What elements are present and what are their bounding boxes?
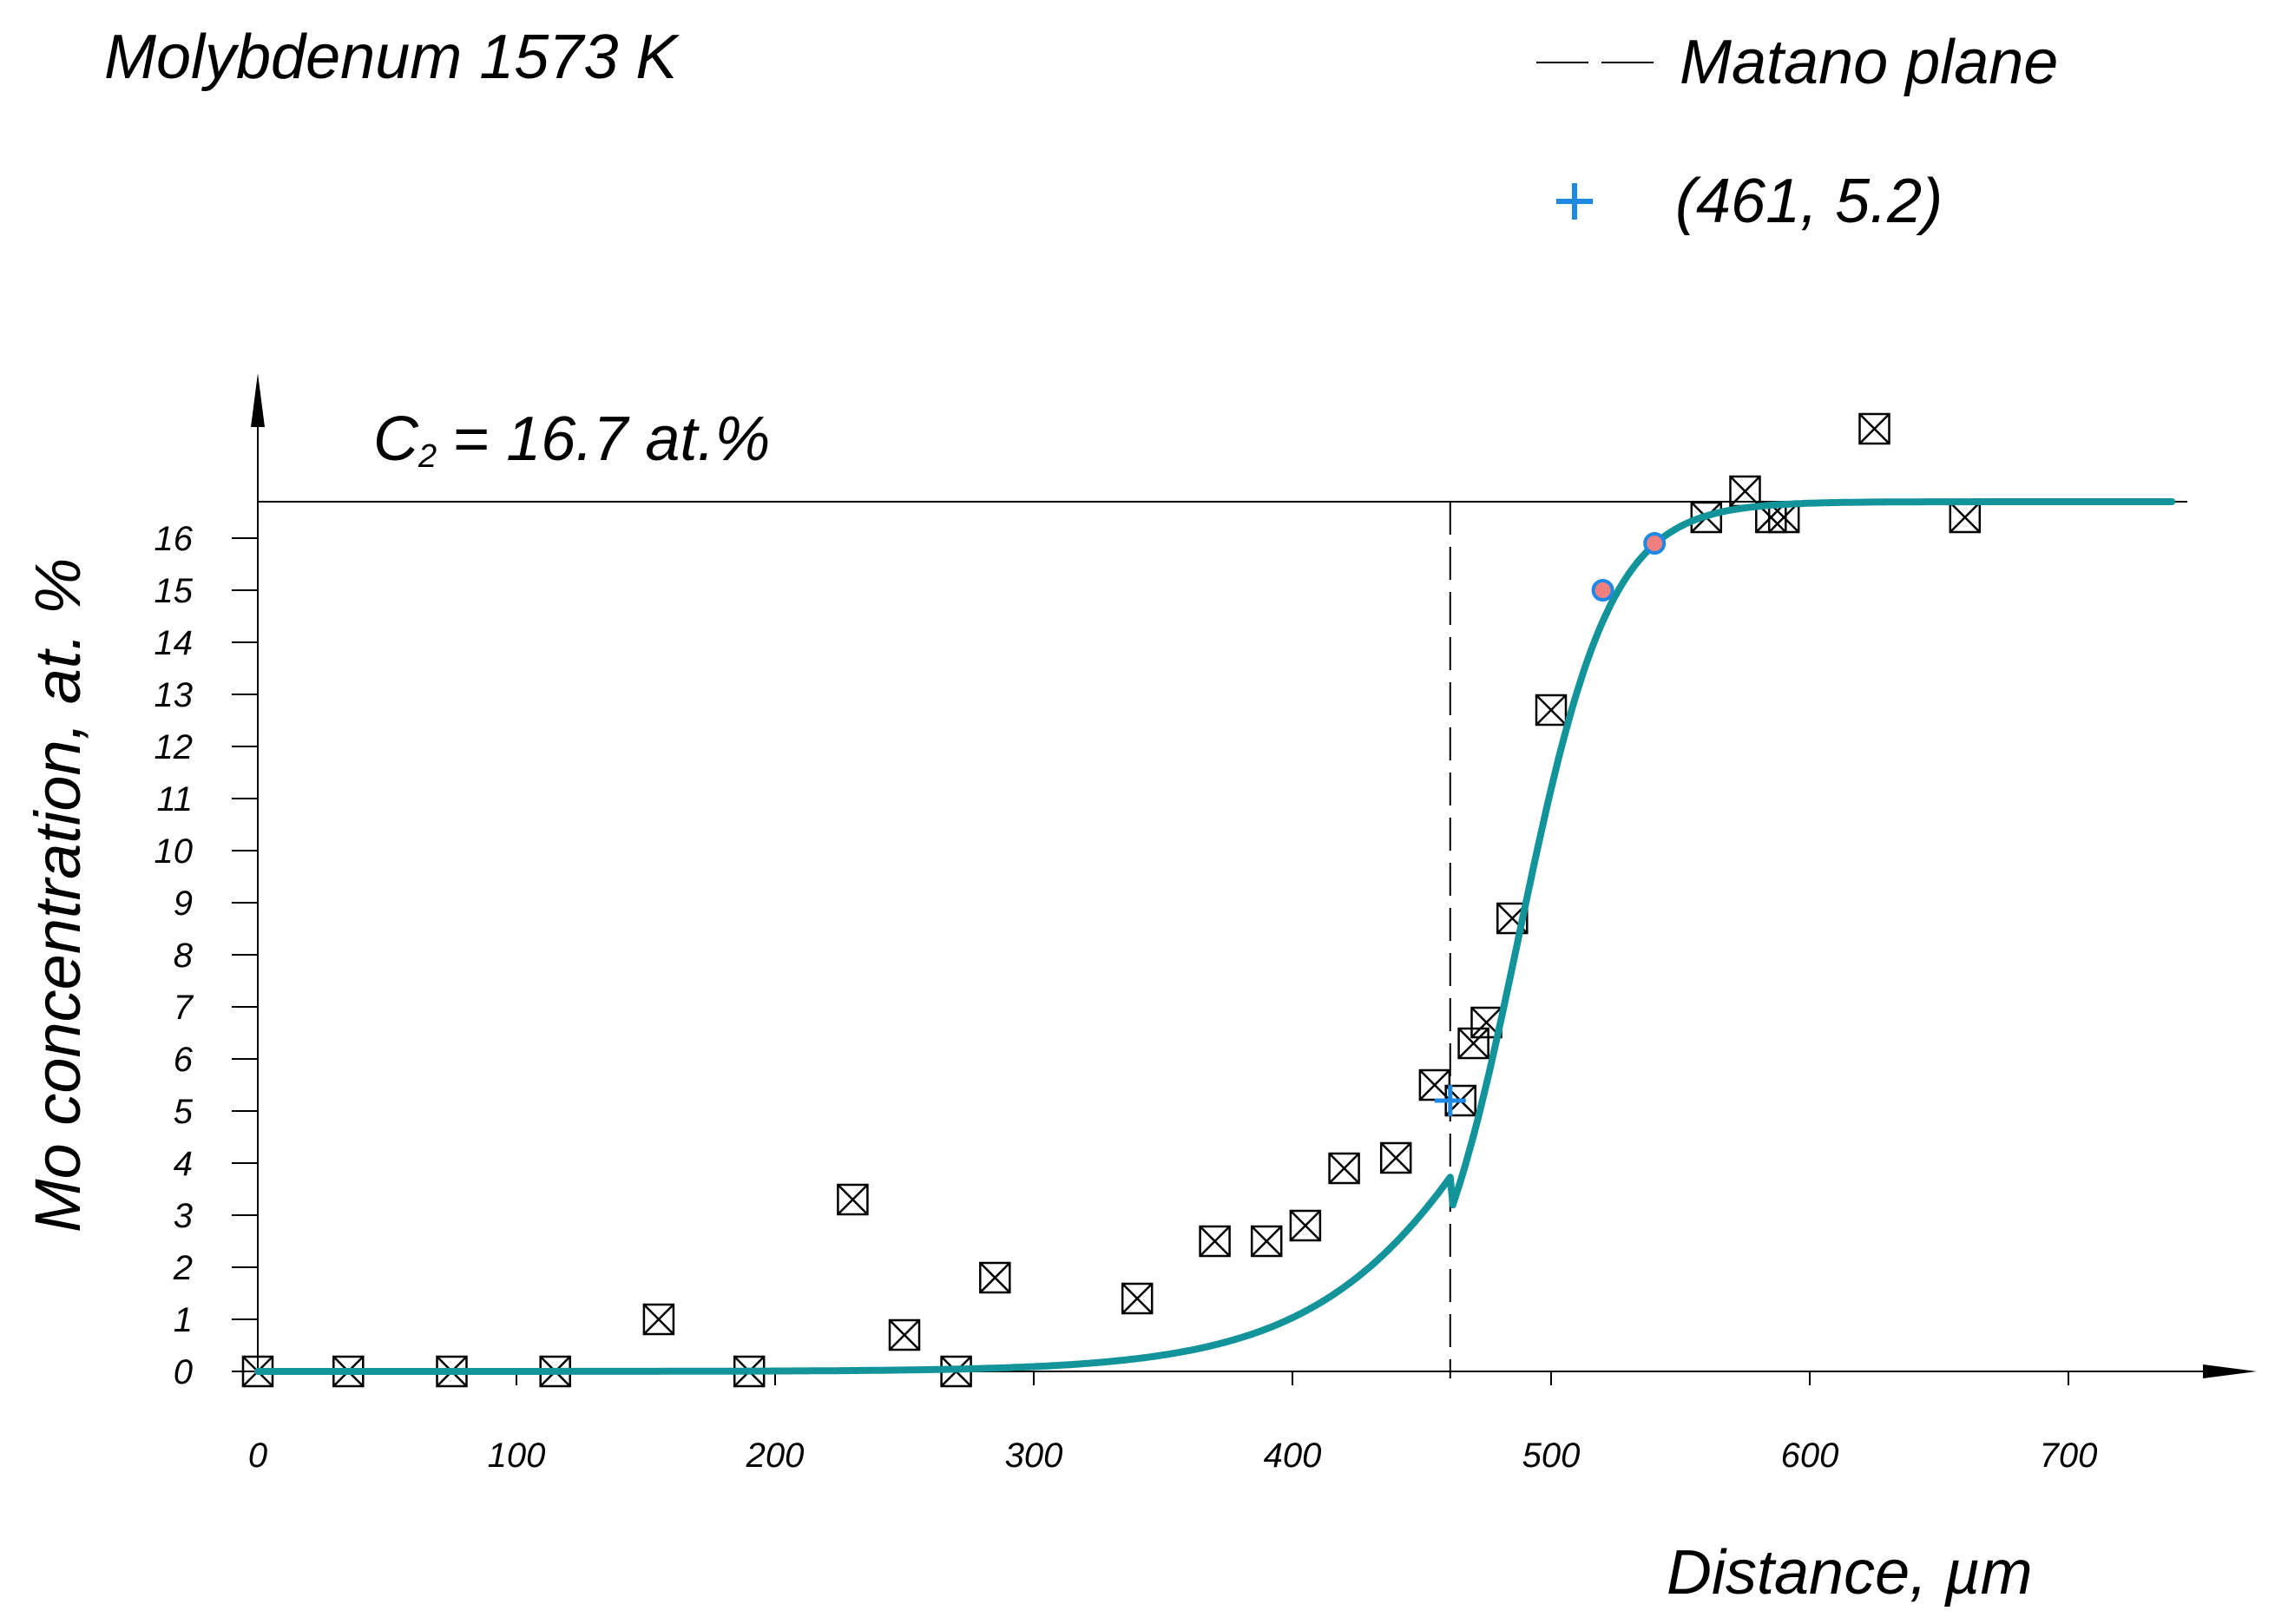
y-tick-label: 9 [174,884,193,923]
y-tick-label: 6 [174,1041,194,1079]
x-tick-label: 100 [488,1437,546,1475]
data-marker-cross-b [1328,1153,1360,1184]
data-marker-cross-b [1949,502,1981,533]
data-marker-box [1328,1152,1360,1185]
c2-sub: 2 [418,438,437,475]
data-marker [1379,1141,1412,1174]
fit-curve-layer [254,498,2176,1375]
data-marker-box [1690,501,1723,534]
data-marker-cross-b [1290,1210,1321,1241]
data-marker-box [642,1303,675,1336]
x-tick-label: 0 [248,1437,267,1475]
data-marker-box [1535,694,1568,727]
data-marker [1535,694,1568,727]
data-marker-cross-b [1199,1226,1231,1257]
data-marker-cross-b [1470,1007,1502,1038]
x-tick-label: 500 [1522,1437,1581,1475]
data-marker [1457,1027,1489,1060]
x-axis-label: Distance, µm [1667,1538,2033,1608]
legend-matano: Matano plane [1536,28,2058,97]
data-marker-cross-b [1419,1069,1450,1101]
y-tick-label: 2 [173,1249,193,1287]
legend-plus-icon [1556,183,1593,220]
legend-matano-point: (461, 5.2) [1556,167,1943,236]
highlight-point [1591,579,1614,602]
data-marker [837,1183,869,1216]
y-tick-label: 11 [156,780,193,819]
highlight-point [1643,532,1667,555]
y-axis-arrow [251,373,265,427]
data-marker-cross-b [1768,502,1800,533]
y-tick-label: 14 [155,624,194,662]
x-ticks: 0 100 200 300 400 500 600 700 [248,1371,2098,1475]
data-marker-box [1496,902,1529,935]
reference-lines [258,501,2187,1378]
data-marker-cross-b [889,1319,920,1351]
data-marker [1121,1282,1154,1315]
data-marker-box [1250,1225,1283,1258]
y-tick-label: 4 [174,1145,193,1183]
highlight-points [1591,532,1667,602]
y-tick-label: 3 [174,1197,193,1235]
y-tick-label: 12 [155,728,194,766]
data-marker-box [1379,1141,1412,1174]
data-marker-cross-b [1535,694,1567,726]
c2-rest: = 16.7 at.% [452,404,770,474]
data-marker-cross-b [1729,476,1761,507]
y-tick-label: 13 [155,676,194,714]
data-marker [1289,1209,1322,1242]
data-marker [1250,1225,1283,1258]
y-tick-label: 10 [155,832,194,871]
y-axis-label: Mo concentration, at. % [22,558,94,1233]
data-marker-box [1121,1282,1154,1315]
data-marker [979,1261,1011,1294]
y-tick-label: 8 [174,937,194,975]
data-marker-cross-b [1858,413,1890,444]
y-tick-label: 5 [174,1093,194,1131]
matano-point-layer [1434,1085,1466,1116]
c2-main: C [373,404,419,474]
data-marker-cross-b [1380,1142,1412,1174]
data-marker-box [888,1318,921,1351]
data-marker-cross-b [1457,1028,1489,1059]
data-marker-cross-b [979,1262,1011,1293]
data-marker-cross-b [837,1184,869,1215]
data-marker [1858,412,1890,445]
data-marker [1199,1225,1231,1258]
legend-matano-point-label: (461, 5.2) [1675,167,1943,236]
data-marker-box [1858,412,1890,445]
data-marker-box [837,1183,869,1216]
data-marker-cross-b [1251,1226,1283,1257]
x-axis-arrow [2203,1364,2257,1378]
data-marker [888,1318,921,1351]
data-marker-cross-b [1121,1283,1154,1314]
data-marker-box [1199,1225,1231,1258]
data-marker [642,1303,675,1336]
chart-title: Molybdenum 1573 K [104,23,680,92]
legend-matano-label: Matano plane [1680,28,2058,97]
x-tick-label: 300 [1005,1437,1063,1475]
x-tick-label: 700 [2040,1437,2098,1475]
y-tick-label: 15 [155,572,194,610]
data-marker-box [1457,1027,1489,1060]
measured-markers [241,412,1982,1388]
data-marker-box [979,1261,1011,1294]
data-marker-box [1289,1209,1322,1242]
data-marker [1328,1152,1360,1185]
y-tick-label: 0 [174,1353,193,1391]
y-tick-label: 16 [155,520,194,558]
c2-annotation: C2 = 16.7 at.% [373,404,770,475]
data-marker [1949,501,1982,534]
y-tick-label: 1 [174,1301,193,1339]
fit-curve [254,498,2176,1375]
x-tick-label: 400 [1264,1437,1322,1475]
y-tick-label: 7 [174,989,194,1027]
x-tick-label: 200 [746,1437,805,1475]
data-marker-cross-b [643,1304,674,1335]
x-tick-label: 600 [1781,1437,1839,1475]
